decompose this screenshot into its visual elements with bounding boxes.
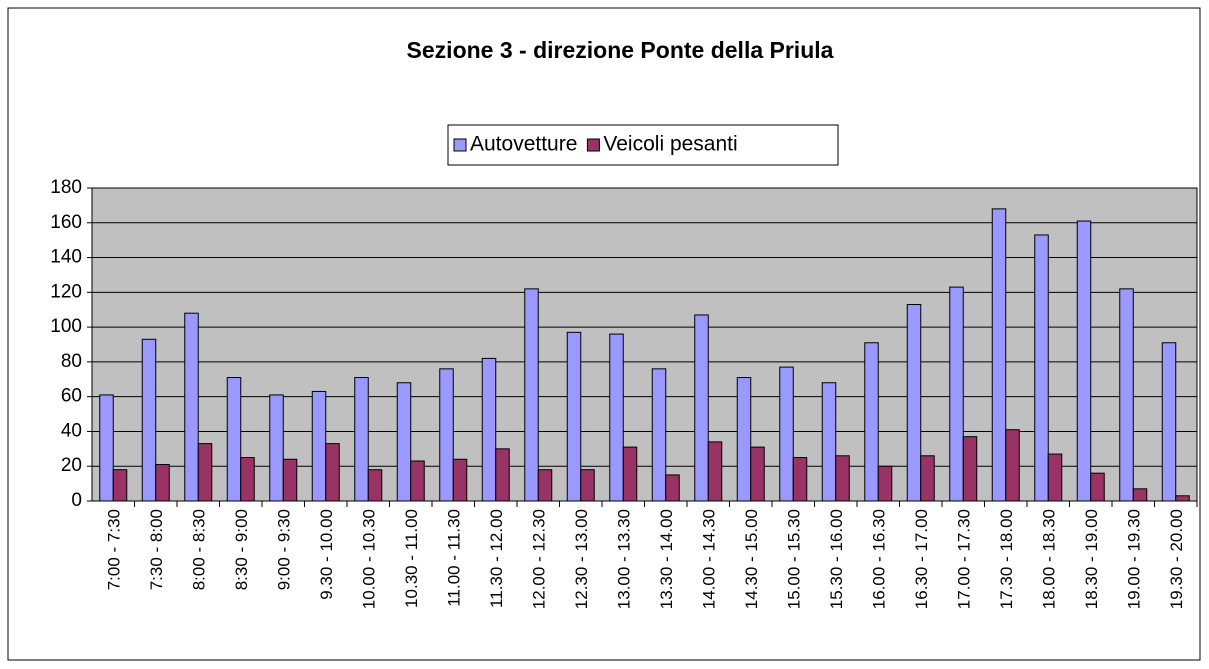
bar [962,436,978,502]
bar [1005,429,1020,502]
bar [707,441,723,502]
bar [226,377,242,502]
bar [906,304,922,502]
y-tick-label: 180 [50,177,82,198]
x-tick-label: 11.00 - 11.30 [445,509,464,607]
x-tick-label: 14.30 - 15.00 [742,509,761,609]
y-tick-label: 40 [61,420,82,441]
x-tick-label: 9.30 - 10.00 [317,509,336,600]
x-tick-label: 9:00 - 9:30 [275,509,294,590]
bar [141,338,157,502]
x-tick-label: 11.30 - 12.00 [487,509,506,608]
bar [537,469,553,502]
bar [864,342,879,502]
legend-box [447,124,839,166]
bar [1034,234,1049,502]
x-tick-label: 12.00 - 12.30 [530,509,549,609]
x-tick-label: 19.30 - 20.00 [1167,509,1186,609]
bar [197,443,213,502]
legend-label: Veicoli pesanti [603,133,737,156]
bar [155,463,170,502]
x-tick-label: 19.00 - 19.30 [1125,509,1144,609]
bar [566,331,582,502]
bar [1175,495,1190,502]
bar [736,377,752,502]
bar [311,390,327,502]
bar [622,446,638,502]
bar [354,377,369,502]
x-tick-label: 18.00 - 18.30 [1040,509,1059,609]
y-tick-label: 60 [61,386,82,407]
y-tick-label: 120 [50,281,82,302]
plot-area [91,187,1198,502]
legend-label: Autovetture [470,133,577,156]
bar [240,457,255,502]
x-tick-label: 16.30 - 17.00 [912,509,931,609]
bar [1132,488,1148,502]
x-tick-label: 17.30 - 18.00 [997,509,1016,609]
bar [694,314,709,502]
bar [99,394,114,502]
x-tick-label: 12.30 - 13.00 [572,509,591,609]
bar [920,455,935,502]
x-tick-label: 7:00 - 7:30 [105,509,124,590]
legend-swatch [586,138,600,152]
x-tick-label: 13.30 - 14.00 [657,509,676,609]
chart-title: Sezione 3 - direzione Ponte della Priula [407,37,834,63]
bar [367,469,383,502]
y-tick-label: 20 [61,455,82,476]
bar [184,312,199,502]
bar [439,368,454,502]
bar [750,446,765,502]
bar [821,382,837,502]
x-tick-label: 10.00 - 10.30 [360,509,379,609]
bar [452,458,468,502]
bar [481,357,497,502]
bar [325,443,340,502]
bar [1047,453,1063,502]
x-tick-label: 8:30 - 9:00 [232,509,251,590]
x-tick-label: 15.30 - 16.00 [827,509,846,609]
bar [877,465,893,502]
x-tick-label: 16.00 - 16.30 [870,509,889,609]
bar [1090,472,1105,502]
bar [410,460,425,502]
bar [524,288,539,502]
bar [112,469,128,502]
y-tick-label: 0 [71,490,82,511]
y-tick-label: 100 [50,316,82,337]
legend-swatch [453,138,467,152]
bar [580,469,595,502]
x-tick-label: 8:00 - 8:30 [190,509,209,590]
x-tick-label: 15.00 - 15.30 [785,509,804,609]
x-tick-label: 18.30 - 19.00 [1082,509,1101,609]
bar [835,455,850,502]
bar [1119,288,1134,502]
bar [779,366,794,502]
bar [792,457,808,502]
bar [609,333,624,502]
bar [651,368,667,502]
bar [495,448,510,502]
bar [396,382,412,502]
y-tick-label: 80 [61,351,82,372]
bar [282,458,298,502]
y-tick-label: 140 [50,247,82,268]
bar [991,208,1007,502]
x-tick-label: 13.00 - 13.30 [615,509,634,609]
bar [949,286,964,502]
x-tick-label: 14.00 - 14.30 [700,509,719,609]
x-tick-label: 7:30 - 8:00 [147,509,166,590]
x-tick-label: 10.30 - 11.00 [402,509,421,608]
bar [269,394,284,502]
bar [665,474,680,502]
bar [1076,220,1092,502]
y-tick-label: 160 [50,212,82,233]
bar [1161,342,1177,502]
x-tick-label: 17.00 - 17.30 [955,509,974,609]
